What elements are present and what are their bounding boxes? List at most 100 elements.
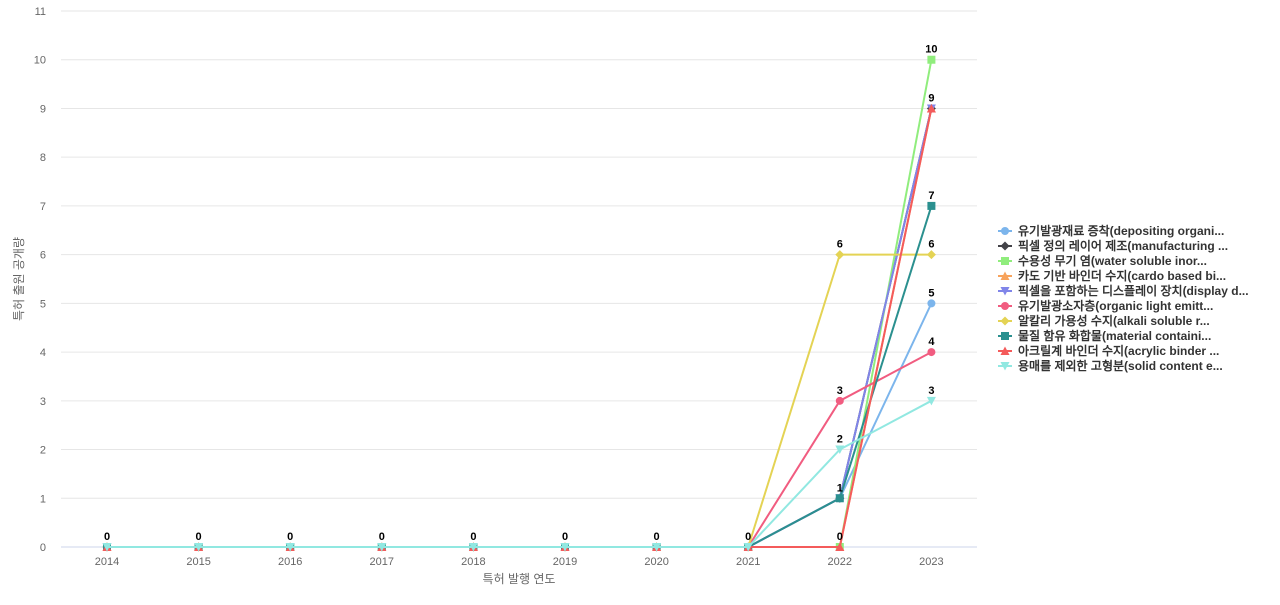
- y-tick-label: 8: [40, 152, 46, 164]
- legend-symbol: [1000, 316, 1010, 326]
- y-tick-label: 2: [40, 445, 46, 457]
- data-point: [835, 494, 844, 503]
- legend-label: 카도 기반 바인더 수지(cardo based bi...: [1018, 268, 1226, 283]
- legend-label: 유기발광재료 증착(depositing organi...: [1018, 223, 1224, 238]
- legend-item[interactable]: 물질 함유 화합물(material containi...: [998, 328, 1211, 343]
- legend-symbol: [1000, 271, 1010, 280]
- x-tick-label: 2022: [828, 556, 852, 568]
- series-4: [102, 103, 936, 551]
- x-tick-label: 2023: [919, 556, 943, 568]
- data-label: 1: [837, 482, 843, 494]
- series-5: [102, 104, 936, 552]
- data-label: 0: [745, 531, 751, 543]
- series-line: [107, 108, 933, 548]
- data-label: 3: [837, 385, 843, 397]
- data-point: [560, 543, 570, 552]
- legend-symbol: [1000, 346, 1010, 355]
- grid-lines: [61, 10, 977, 499]
- legend-item[interactable]: 픽셀 정의 레이어 제조(manufacturing ...: [998, 238, 1228, 253]
- data-label: 0: [104, 531, 110, 543]
- data-point: [377, 543, 387, 552]
- x-axis-ticks: 2014 2015 2016 2017 2018 2019 2020 2021 2022 2023: [95, 556, 944, 568]
- data-point: [102, 543, 112, 552]
- legend-label: 아크릴계 바인더 수지(acrylic binder ...: [1018, 343, 1219, 358]
- legend-symbol: [1001, 227, 1009, 235]
- legend-item[interactable]: 수용성 무기 염(water soluble inor...: [998, 253, 1207, 268]
- legend-label: 유기발광소자층(organic light emitt...: [1018, 298, 1213, 313]
- series-2: [102, 103, 936, 552]
- data-point: [835, 396, 844, 405]
- series-line: [107, 108, 933, 548]
- y-tick-label: 0: [40, 542, 46, 554]
- data-label: 2: [837, 434, 843, 446]
- series-9: [102, 103, 936, 551]
- data-point: [835, 250, 845, 260]
- y-tick-label: 9: [40, 103, 46, 115]
- data-label: 4: [928, 336, 935, 348]
- series-line: [107, 108, 933, 548]
- legend-item[interactable]: 카도 기반 바인더 수지(cardo based bi...: [998, 268, 1226, 283]
- data-point: [926, 396, 936, 406]
- legend-label: 물질 함유 화합물(material containi...: [1018, 328, 1211, 343]
- legend-item[interactable]: 아크릴계 바인더 수지(acrylic binder ...: [998, 343, 1219, 358]
- x-tick-label: 2015: [186, 556, 210, 568]
- data-point: [468, 543, 478, 552]
- series-line: [107, 108, 933, 548]
- data-label: 6: [837, 239, 843, 251]
- data-point: [927, 201, 936, 210]
- y-tick-label: 6: [40, 250, 46, 262]
- x-tick-label: 2020: [644, 556, 668, 568]
- data-label: 7: [928, 190, 934, 202]
- legend-item[interactable]: 알칼리 가용성 수지(alkali soluble r...: [998, 313, 1210, 328]
- data-point: [927, 299, 936, 308]
- data-label: 0: [837, 531, 843, 543]
- data-label: 0: [287, 531, 293, 543]
- data-point: [927, 55, 936, 64]
- data-point: [652, 543, 662, 552]
- data-label: 9: [928, 92, 934, 104]
- series-lines: [102, 55, 936, 552]
- y-tick-label: 4: [40, 347, 46, 359]
- y-axis-title: 특허 출원 공개량: [12, 237, 26, 321]
- x-axis-title: 특허 발행 연도: [483, 571, 556, 586]
- legend-label: 픽셀을 포함하는 디스플레이 장치(display d...: [1018, 283, 1249, 298]
- data-point: [743, 543, 753, 552]
- series-line: [107, 302, 933, 548]
- x-tick-label: 2016: [278, 556, 302, 568]
- x-tick-label: 2021: [736, 556, 760, 568]
- data-point: [926, 250, 936, 260]
- legend-symbol: [1001, 302, 1009, 310]
- legend-item[interactable]: 유기발광재료 증착(depositing organi...: [998, 223, 1224, 238]
- y-tick-label: 11: [35, 6, 46, 18]
- legend-item[interactable]: 용매를 제외한 고형분(solid content e...: [998, 358, 1223, 373]
- legend-symbol: [1000, 362, 1010, 371]
- y-axis-ticks: 0 1 2 3 4 5 6 7 8 9 10 11: [34, 6, 46, 554]
- data-label: 10: [925, 44, 937, 56]
- y-tick-label: 5: [40, 298, 46, 310]
- legend-item[interactable]: 픽셀을 포함하는 디스플레이 장치(display d...: [998, 283, 1249, 298]
- data-point: [194, 543, 204, 552]
- series-line: [107, 205, 933, 548]
- series-line: [107, 399, 932, 548]
- legend-symbol: [1000, 241, 1010, 251]
- data-label: 6: [928, 239, 934, 251]
- data-label: 0: [470, 531, 476, 543]
- legend-symbol: [1000, 287, 1010, 296]
- legend-item[interactable]: 유기발광소자층(organic light emitt...: [998, 298, 1213, 313]
- legend-label: 알칼리 가용성 수지(alkali soluble r...: [1018, 313, 1210, 328]
- series-10: [102, 396, 936, 552]
- data-label: 0: [562, 531, 568, 543]
- x-tick-label: 2019: [553, 556, 577, 568]
- data-label: 0: [654, 531, 660, 543]
- data-label: 0: [379, 531, 385, 543]
- legend-label: 픽셀 정의 레이어 제조(manufacturing ...: [1018, 238, 1228, 253]
- data-point: [926, 103, 936, 113]
- data-point: [835, 445, 845, 455]
- data-label: 5: [928, 287, 934, 299]
- x-tick-label: 2014: [95, 556, 119, 568]
- y-tick-label: 3: [40, 396, 46, 408]
- data-point: [285, 543, 295, 552]
